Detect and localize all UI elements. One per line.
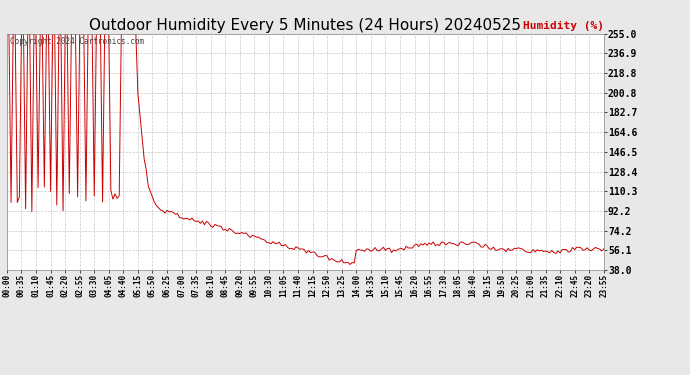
Title: Outdoor Humidity Every 5 Minutes (24 Hours) 20240525: Outdoor Humidity Every 5 Minutes (24 Hou… <box>89 18 522 33</box>
Text: Humidity (%): Humidity (%) <box>523 21 604 32</box>
Text: Copyright 2024 Cartronics.com: Copyright 2024 Cartronics.com <box>10 37 144 46</box>
